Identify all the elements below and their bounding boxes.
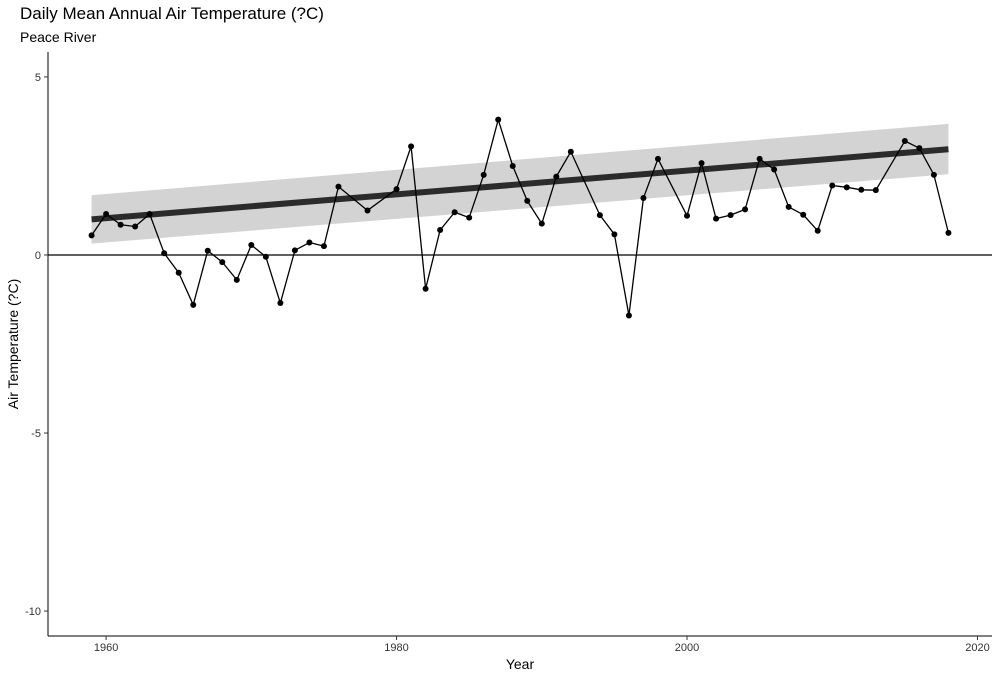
data-point-1960 [103, 211, 110, 218]
data-point-2015 [901, 138, 908, 145]
data-point-2010 [829, 182, 836, 189]
y-tick-label-5: 5 [35, 72, 41, 84]
data-point-2017 [930, 171, 937, 178]
data-point-1981 [408, 143, 415, 150]
x-tick-label-1960: 1960 [94, 642, 118, 654]
data-point-2012 [858, 186, 865, 193]
y-tick-label-0: 0 [35, 250, 41, 262]
data-point-1988 [509, 162, 516, 169]
data-point-2000 [684, 212, 691, 219]
data-point-1973 [291, 247, 298, 254]
data-point-1976 [335, 183, 342, 190]
data-point-1983 [437, 227, 444, 234]
data-point-1972 [277, 300, 284, 307]
data-point-1992 [567, 148, 574, 155]
data-point-1959 [88, 232, 95, 239]
data-point-1995 [611, 231, 618, 238]
data-point-1961 [117, 221, 124, 228]
data-point-2002 [713, 215, 720, 222]
y-tick-label--10: -10 [25, 606, 41, 618]
data-point-2007 [785, 203, 792, 210]
data-point-2008 [800, 211, 807, 218]
data-point-1986 [480, 171, 487, 178]
data-point-1980 [393, 186, 400, 193]
chart-title: Daily Mean Annual Air Temperature (?C) [20, 4, 324, 23]
data-point-1975 [320, 243, 327, 250]
data-point-1964 [161, 250, 168, 257]
data-point-1974 [306, 239, 313, 246]
data-point-1984 [451, 209, 458, 216]
data-point-1987 [495, 116, 502, 123]
y-tick-label--5: -5 [31, 428, 41, 440]
data-point-1967 [204, 247, 211, 254]
data-point-1971 [262, 253, 269, 260]
data-point-1969 [233, 276, 240, 283]
x-tick-label-2020: 2020 [965, 642, 989, 654]
chart-subtitle: Peace River [20, 29, 97, 45]
data-point-1985 [466, 214, 473, 221]
data-point-1978 [364, 207, 371, 214]
data-point-2016 [916, 145, 923, 152]
data-point-1962 [132, 223, 139, 230]
data-point-2004 [742, 206, 749, 213]
data-point-2003 [727, 212, 734, 219]
data-point-2005 [756, 155, 763, 162]
data-point-1996 [625, 312, 632, 319]
y-axis-title: Air Temperature (?C) [5, 279, 21, 409]
data-point-1966 [190, 301, 197, 308]
data-point-2006 [771, 166, 778, 173]
data-point-1998 [654, 155, 661, 162]
data-point-1963 [146, 211, 153, 218]
data-point-1968 [219, 259, 226, 266]
data-point-2011 [843, 184, 850, 191]
data-point-2001 [698, 160, 705, 167]
data-point-1965 [175, 269, 182, 276]
data-point-1989 [524, 197, 531, 204]
data-point-1997 [640, 195, 647, 201]
data-point-1991 [553, 173, 560, 180]
data-point-1994 [596, 212, 603, 219]
x-axis-title: Year [506, 656, 535, 672]
data-point-1970 [248, 242, 255, 249]
data-point-2018 [945, 229, 952, 236]
data-point-1990 [538, 220, 545, 227]
x-tick-label-1980: 1980 [384, 642, 408, 654]
x-tick-label-2000: 2000 [675, 642, 699, 654]
data-point-1982 [422, 285, 429, 292]
data-point-2009 [814, 227, 821, 234]
data-point-2013 [872, 187, 879, 194]
